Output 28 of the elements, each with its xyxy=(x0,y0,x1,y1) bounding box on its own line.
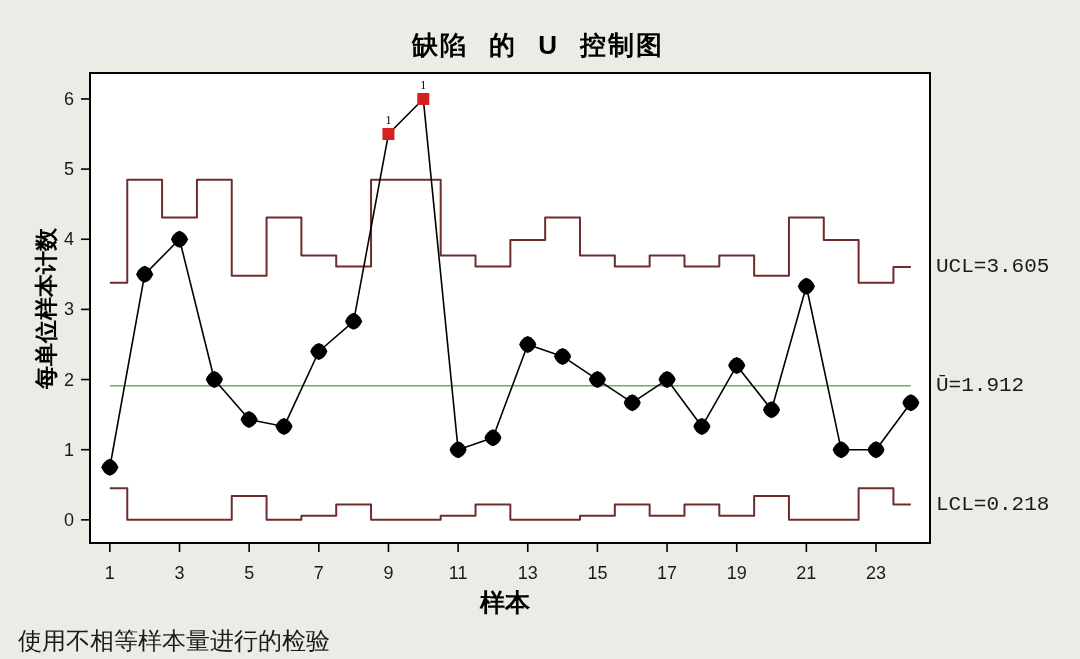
y-tick-label: 3 xyxy=(64,299,74,320)
x-tick-label: 11 xyxy=(448,563,468,583)
xlabel: 样本 xyxy=(480,588,530,616)
point-note: 1 xyxy=(385,113,392,128)
ylabel: 每单位样本计数 xyxy=(33,227,59,389)
x-tick-label: 3 xyxy=(174,563,185,583)
series-label: UCL=3.605 xyxy=(936,255,1050,279)
point-note: 1 xyxy=(420,77,427,92)
x-tick-label: 17 xyxy=(657,563,678,583)
x-tick-label: 21 xyxy=(796,563,817,583)
title: 缺陷 的 U 控制图 xyxy=(411,30,665,60)
y-tick-label: 2 xyxy=(64,369,74,390)
x-tick-label: 1 xyxy=(104,563,115,583)
x-tick-label: 13 xyxy=(517,563,538,583)
x-tick-label: 23 xyxy=(866,563,887,583)
x-tick-label: 19 xyxy=(726,563,747,583)
y-tick-label: 0 xyxy=(64,509,74,530)
x-tick-label: 5 xyxy=(244,563,255,583)
y-tick-label: 5 xyxy=(64,159,74,180)
y-tick-label: 6 xyxy=(64,88,74,109)
y-tick-label: 1 xyxy=(64,439,74,460)
x-tick-label: 15 xyxy=(587,563,608,583)
ref-line-label: Ū=1.912 xyxy=(936,374,1025,398)
note: 使用不相等样本量进行的检验 xyxy=(18,627,330,654)
x-tick-label: 7 xyxy=(313,563,324,583)
series-label: LCL=0.218 xyxy=(936,493,1050,517)
y-tick-label: 4 xyxy=(64,229,74,250)
x-tick-label: 9 xyxy=(383,563,394,583)
